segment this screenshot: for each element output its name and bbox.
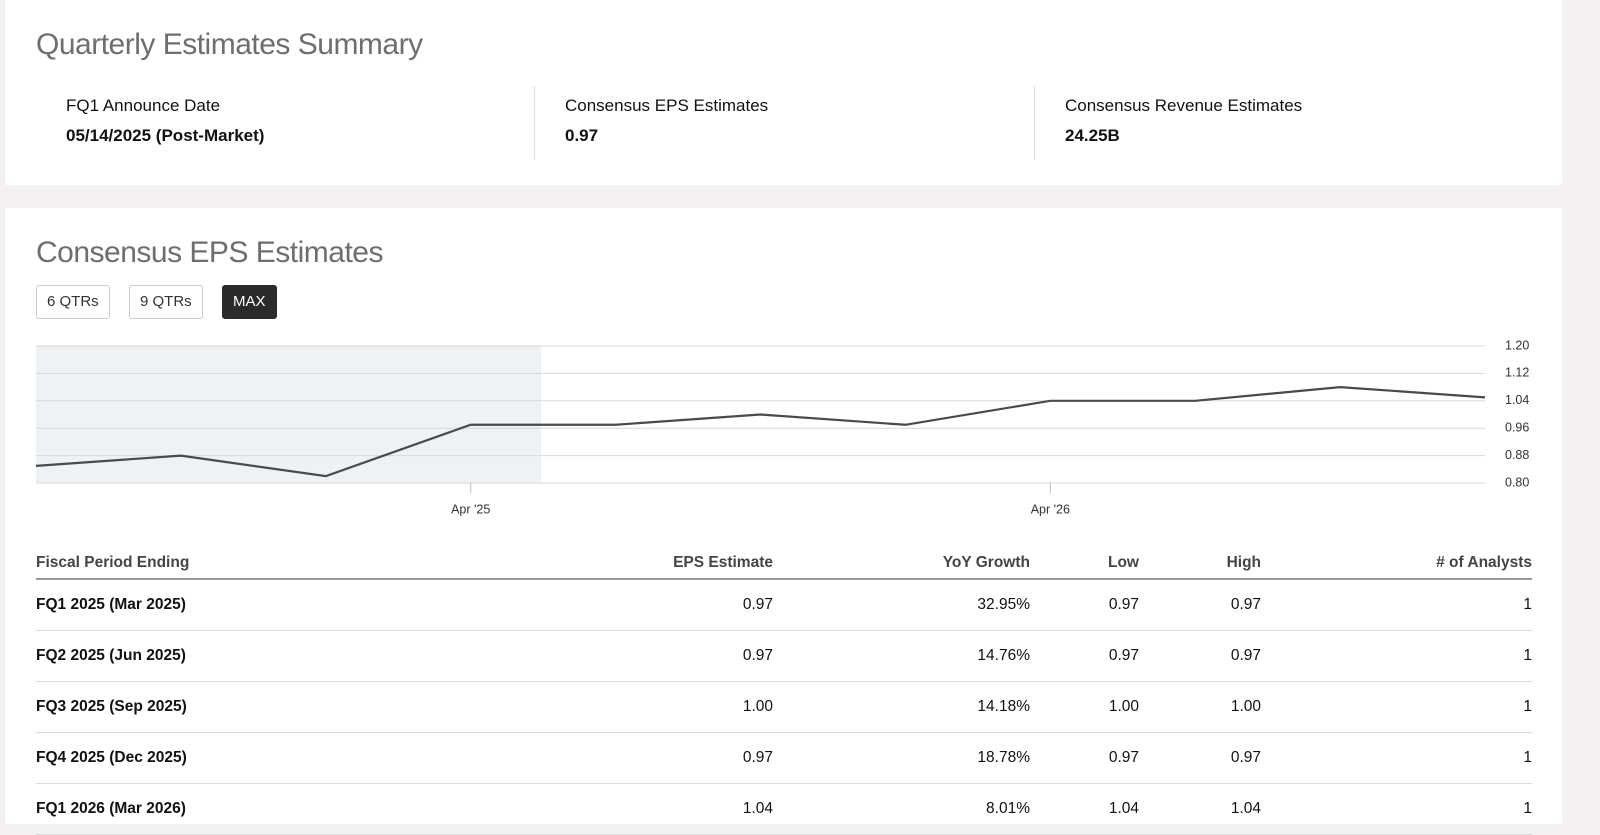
column-header: # of Analysts xyxy=(1261,548,1532,580)
table-cell: 1.04 xyxy=(436,783,773,835)
table-row: FQ1 2026 (Mar 2026) 1.04 8.01% 1.04 1.04 1 xyxy=(36,783,1532,835)
divider xyxy=(534,86,535,160)
range-button[interactable]: 6 QTRs xyxy=(36,285,110,319)
y-tick-label: 0.80 xyxy=(1505,475,1529,489)
table-row: FQ1 2025 (Mar 2025) 0.97 32.95% 0.97 0.97 1 xyxy=(36,579,1532,631)
summary-item: Consensus Revenue Estimates 24.25B xyxy=(1065,86,1302,160)
y-tick-label: 0.96 xyxy=(1505,420,1529,434)
table-cell: FQ1 2026 (Mar 2026) xyxy=(36,783,436,835)
item-label: FQ1 Announce Date xyxy=(66,96,221,115)
table-cell: 1 xyxy=(1261,732,1532,784)
column-header: High xyxy=(1139,548,1261,580)
table-cell: 1.04 xyxy=(1030,783,1139,835)
table-cell: 18.78% xyxy=(773,732,1030,784)
table-cell: 0.97 xyxy=(1030,630,1139,682)
table-cell: 32.95% xyxy=(773,579,1030,631)
table-cell: 0.97 xyxy=(1139,732,1261,784)
table-cell: 0.97 xyxy=(1139,630,1261,682)
table-cell: 0.97 xyxy=(436,732,773,784)
table-cell: FQ1 2025 (Mar 2025) xyxy=(36,579,436,631)
item-value: 0.97 xyxy=(565,126,599,145)
item-value: 24.25B xyxy=(1065,126,1120,145)
table-cell: 8.01% xyxy=(773,783,1030,835)
header-row: Fiscal Period Ending EPS Estimate YoY Grow… xyxy=(36,548,1532,580)
summary-card: Quarterly Estimates Summary FQ1 Announce… xyxy=(5,0,1562,185)
column-header: Low xyxy=(1030,548,1139,580)
chart: 0.80 0.88 0.96 1.04 1.12 1.20 Apr '25 Apr '26 xyxy=(35,338,1529,516)
table-row: FQ3 2025 (Sep 2025) 1.00 14.18% 1.00 1.00 1 xyxy=(36,681,1532,733)
y-tick-label: 1.20 xyxy=(1505,338,1529,352)
chart-card: Consensus EPS Estimates 6 QTRs 9 QTRs MAX … xyxy=(5,208,1562,835)
table-cell: 0.97 xyxy=(436,630,773,682)
table-cell: 0.97 xyxy=(1139,579,1261,631)
table-cell: 14.76% xyxy=(773,630,1030,682)
item-label: Consensus EPS Estimates xyxy=(565,96,769,115)
summary-item: FQ1 Announce Date 05/14/2025 (Post-Marke… xyxy=(66,86,264,160)
table-cell: 1 xyxy=(1261,630,1532,682)
past-shade xyxy=(36,346,541,483)
summary-item: Consensus EPS Estimates 0.97 xyxy=(565,86,768,160)
table-cell: 0.97 xyxy=(1030,732,1139,784)
table-cell: 1 xyxy=(1261,783,1532,835)
y-tick-label: 1.12 xyxy=(1505,366,1529,380)
column-header: YoY Growth xyxy=(773,548,1030,580)
table-cell: 1.00 xyxy=(436,681,773,733)
y-tick-label: 0.88 xyxy=(1505,448,1529,462)
x-tick-label: Apr '26 xyxy=(1031,502,1070,516)
table-cell: 0.97 xyxy=(1030,579,1139,631)
table-cell: 1 xyxy=(1261,579,1532,631)
eps-line xyxy=(35,385,1486,478)
table-cell: FQ2 2025 (Jun 2025) xyxy=(36,630,436,682)
chart-title: Consensus EPS Estimates xyxy=(36,236,384,269)
range-button[interactable]: MAX xyxy=(222,285,277,319)
table-cell: 1.00 xyxy=(1139,681,1261,733)
estimates-table: Fiscal Period Ending EPS Estimate YoY Grow… xyxy=(36,548,1532,835)
item-label: Consensus Revenue Estimates xyxy=(1065,96,1303,115)
table-cell: FQ4 2025 (Dec 2025) xyxy=(36,732,436,784)
column-header: Fiscal Period Ending xyxy=(36,548,436,580)
summary-title: Quarterly Estimates Summary xyxy=(36,28,423,61)
x-tick-label: Apr '25 xyxy=(451,502,490,516)
range-button[interactable]: 9 QTRs xyxy=(129,285,203,319)
table-cell: 14.18% xyxy=(773,681,1030,733)
table-row: FQ2 2025 (Jun 2025) 0.97 14.76% 0.97 0.97 1 xyxy=(36,630,1532,682)
y-tick-label: 1.04 xyxy=(1505,393,1529,407)
table-cell: 1.04 xyxy=(1139,783,1261,835)
table-row: FQ4 2025 (Dec 2025) 0.97 18.78% 0.97 0.97 1 xyxy=(36,732,1532,784)
item-value: 05/14/2025 (Post-Market) xyxy=(66,126,265,145)
table-cell: FQ3 2025 (Sep 2025) xyxy=(36,681,436,733)
column-header: EPS Estimate xyxy=(436,548,773,580)
table-cell: 1 xyxy=(1261,681,1532,733)
table-cell: 1.00 xyxy=(1030,681,1139,733)
divider xyxy=(1034,86,1035,160)
table-cell: 0.97 xyxy=(436,579,773,631)
